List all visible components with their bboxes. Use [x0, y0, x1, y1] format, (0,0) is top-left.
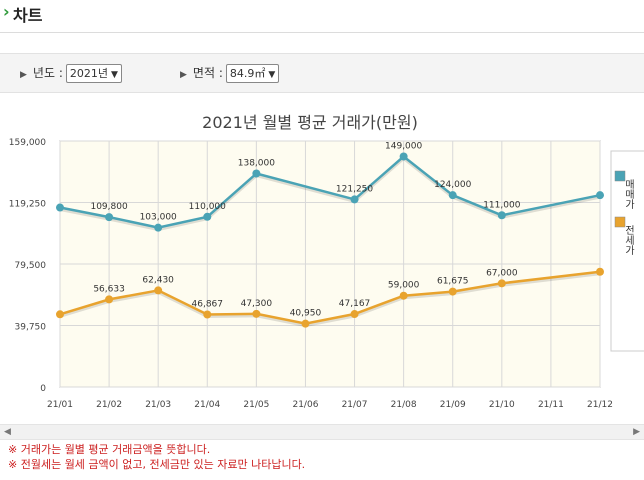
data-label: 61,675: [437, 277, 469, 287]
line-chart: 2021년 월별 평균 거래가(만원) 0 39,750 79,500 119,250…: [9, 113, 644, 410]
data-point: [350, 310, 359, 319]
section-title: 차트: [13, 6, 43, 25]
data-label: 59,000: [388, 281, 420, 291]
data-label: 47,167: [339, 299, 371, 309]
x-tick-label: 21/01: [47, 400, 73, 410]
data-point: [596, 191, 604, 200]
y-tick-label: 159,000: [9, 138, 46, 148]
data-point: [203, 310, 212, 319]
series-line-sale: [59, 154, 601, 229]
triangle-right-icon: ▶: [20, 70, 27, 80]
area-filter: ▶ 면적 :84.9㎡ ▼: [180, 64, 280, 83]
legend-label: 매매가: [623, 179, 635, 210]
y-tick-label: 39,750: [15, 323, 47, 333]
legend-swatch: [614, 170, 626, 182]
data-point: [399, 152, 408, 161]
data-point: [203, 212, 212, 221]
legend-box: [610, 150, 644, 352]
data-point: [448, 287, 457, 296]
note-line: ※ 거래가는 월별 평균 거래금액을 뜻합니다.: [8, 443, 211, 456]
x-tick-label: 21/10: [489, 400, 515, 410]
year-select[interactable]: 2021년 ▼: [65, 64, 122, 83]
data-label: 121,250: [336, 184, 373, 194]
data-label: 56,633: [93, 284, 125, 294]
x-tick-label: 21/12: [587, 400, 613, 410]
data-point: [301, 319, 310, 328]
data-point: [105, 295, 114, 304]
x-tick-label: 21/05: [243, 400, 269, 410]
data-point: [497, 211, 506, 220]
data-label: 40,950: [290, 309, 322, 319]
year-filter: ▶ 년도 :2021년 ▼: [20, 64, 122, 83]
data-label: 46,867: [192, 299, 224, 309]
filter-bar: ▶ 년도 :2021년 ▼ ▶ 면적 :84.9㎡ ▼: [0, 53, 644, 93]
scroll-right-icon[interactable]: ▶: [633, 427, 640, 437]
x-tick-label: 21/11: [538, 400, 564, 410]
note-line: ※ 전월세는 월세 금액이 없고, 전세금만 있는 자료만 나타납니다.: [8, 458, 306, 471]
series-line-shadow: [59, 156, 601, 232]
area-select[interactable]: 84.9㎡ ▼: [225, 64, 280, 83]
chart-title: 2021년 월별 평균 거래가(만원): [202, 113, 418, 132]
data-point: [252, 309, 261, 318]
data-label: 124,000: [434, 180, 471, 190]
legend-label: 전세가: [623, 225, 635, 256]
data-point: [154, 286, 163, 295]
x-tick-label: 21/02: [96, 400, 122, 410]
data-point: [105, 213, 114, 222]
year-label: 년도 :: [32, 66, 63, 80]
data-label: 138,000: [238, 158, 275, 168]
area-select-value: 84.9㎡: [229, 67, 266, 80]
data-point: [399, 291, 408, 300]
data-label: 109,800: [90, 202, 127, 212]
data-label: 110,000: [189, 202, 226, 212]
divider: [0, 32, 644, 33]
data-label: 62,430: [142, 275, 174, 285]
data-point: [350, 195, 359, 204]
data-label: 149,000: [385, 141, 422, 151]
scroll-left-icon[interactable]: ◀: [4, 427, 11, 437]
data-point: [497, 279, 506, 288]
chevron-down-icon: ▼: [111, 70, 118, 80]
y-tick-label: 0: [40, 384, 46, 394]
chevron-down-icon: ▼: [268, 70, 276, 80]
data-label: 67,000: [486, 268, 518, 278]
data-point: [56, 203, 64, 212]
horizontal-scrollbar[interactable]: ◀ ▶: [0, 424, 644, 440]
y-tick-label: 119,250: [9, 200, 46, 210]
legend-swatch: [614, 216, 626, 228]
data-label: 103,000: [140, 213, 177, 223]
data-label: 111,000: [483, 200, 520, 210]
data-point: [448, 191, 457, 200]
x-tick-label: 21/08: [391, 400, 417, 410]
data-point: [252, 169, 261, 178]
x-tick-label: 21/06: [292, 400, 318, 410]
chevron-right-icon: ›: [3, 2, 10, 21]
x-tick-label: 21/09: [440, 400, 466, 410]
data-point: [56, 310, 64, 319]
notes: ※ 거래가는 월별 평균 거래금액을 뜻합니다. ※ 전월세는 월세 금액이 없…: [8, 442, 305, 472]
section-header: › 차트: [0, 0, 644, 30]
year-select-value: 2021년: [69, 67, 108, 80]
x-tick-label: 21/04: [194, 400, 220, 410]
data-point: [596, 267, 604, 276]
triangle-right-icon: ▶: [180, 70, 187, 80]
data-label: 47,300: [241, 299, 273, 309]
area-label: 면적 :: [192, 66, 223, 80]
chart-container: 2021년 월별 평균 거래가(만원) 0 39,750 79,500 119,250…: [0, 96, 644, 426]
x-tick-label: 21/03: [145, 400, 171, 410]
y-tick-label: 79,500: [15, 261, 47, 271]
data-point: [154, 223, 163, 232]
x-tick-label: 21/07: [342, 400, 368, 410]
